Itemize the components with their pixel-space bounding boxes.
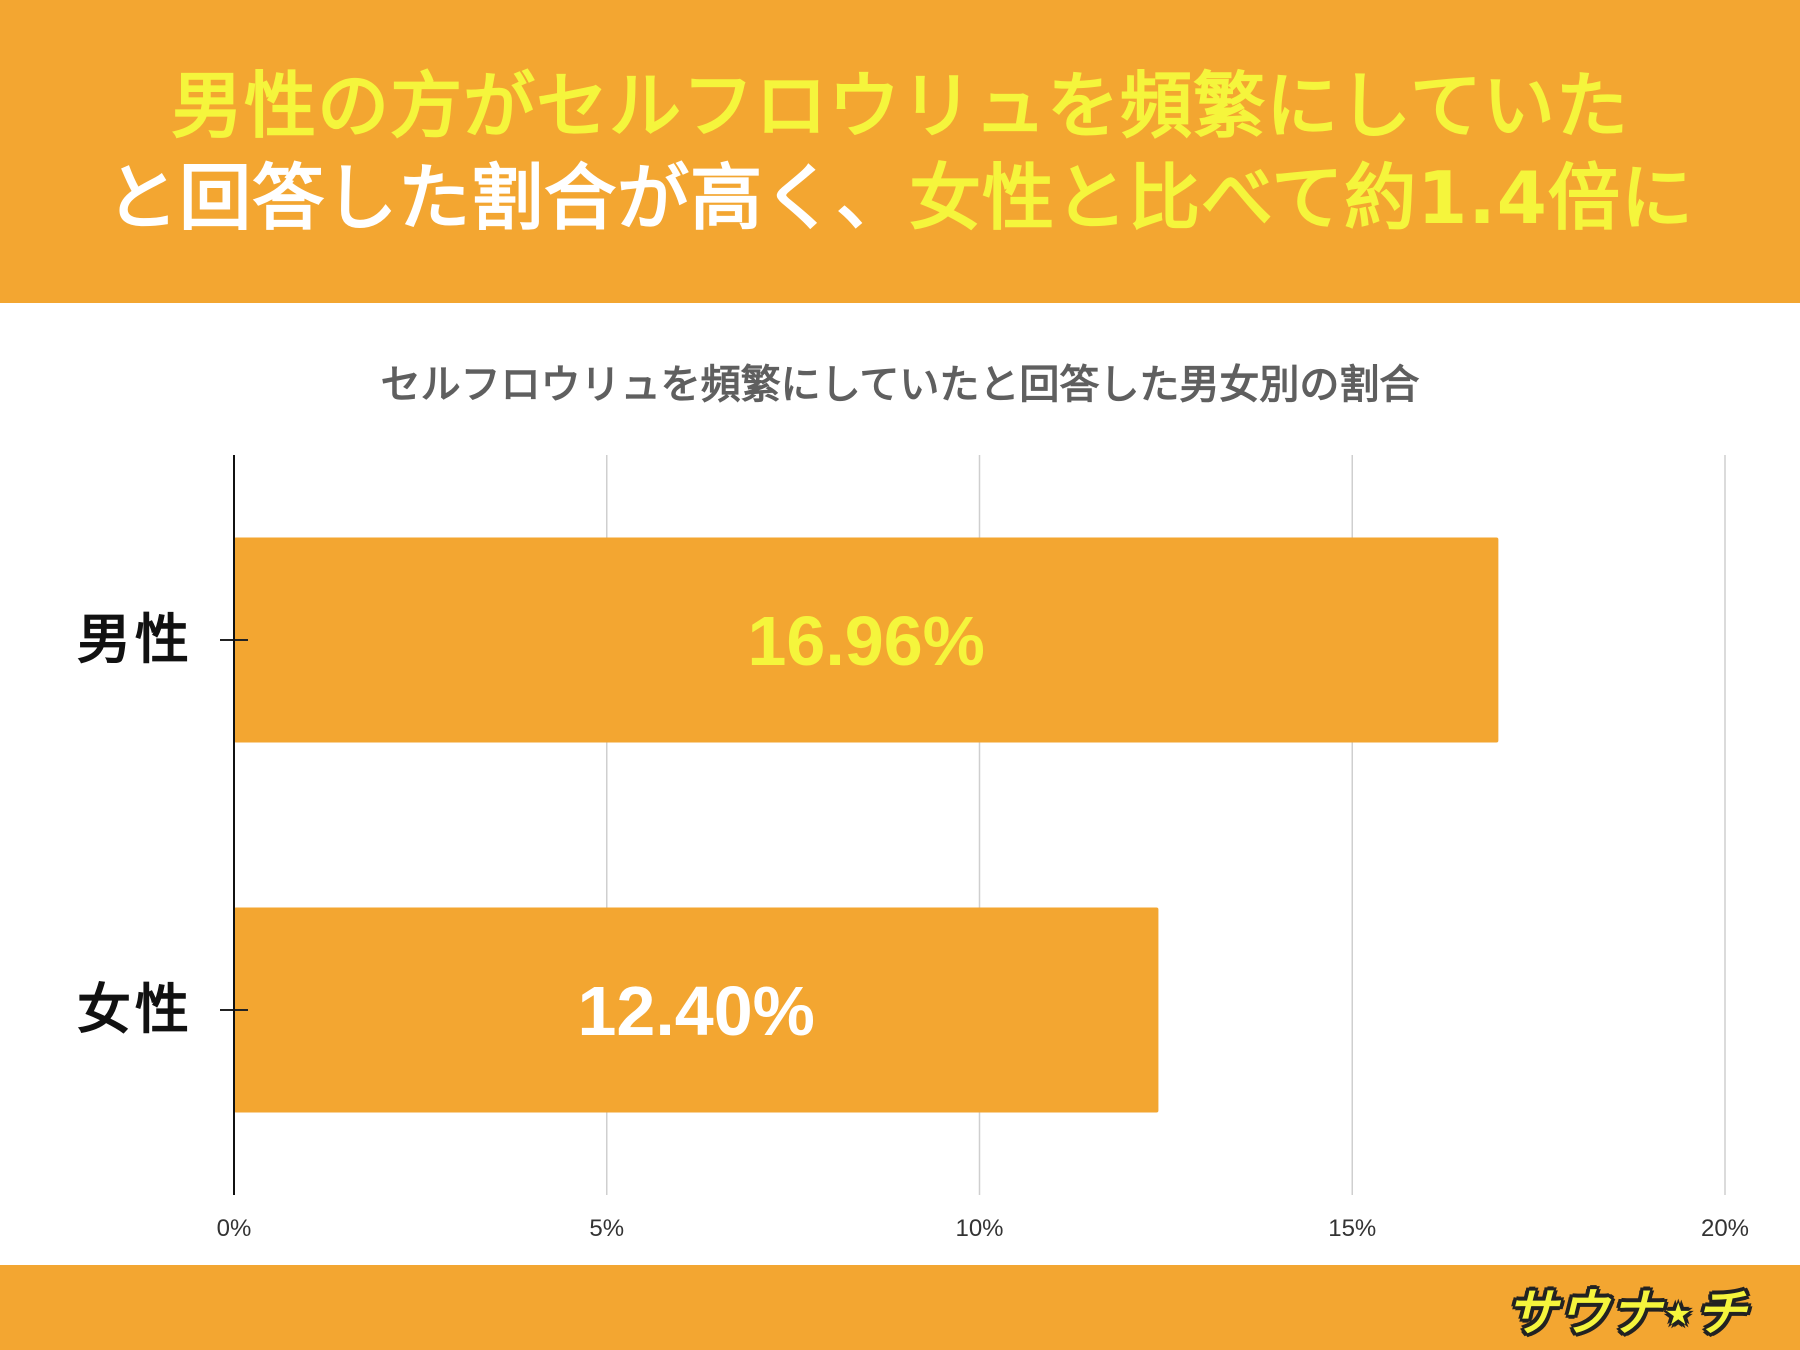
category-label: 女性 <box>77 978 193 1041</box>
header-banner: 男性の方がセルフロウリュを頻繁にしていた と回答した割合が高く、女性と比べて約1… <box>0 0 1800 303</box>
x-tick-label: 0% <box>217 1215 252 1242</box>
headline-line-2: と回答した割合が高く、女性と比べて約1.4倍に <box>106 152 1694 244</box>
brand-logo: サウナ⋆チ <box>1506 1284 1748 1342</box>
chart-title: セルフロウリュを頻繁にしていたと回答した男女別の割合 <box>380 362 1420 408</box>
bar-chart: 0% 5% 10% 15% 20% 男性 16.96% 女性 12.40% <box>77 455 1749 1242</box>
bar <box>234 907 1159 1113</box>
footer-bar: サウナ⋆チ <box>0 1265 1800 1350</box>
x-tick-label: 5% <box>589 1215 624 1242</box>
bar <box>234 537 1499 743</box>
headline-line-1: 男性の方がセルフロウリュを頻繁にしていた <box>171 63 1629 148</box>
data-label: 16.96% <box>747 602 984 680</box>
x-tick-label: 15% <box>1328 1215 1376 1242</box>
category-label: 男性 <box>77 608 193 671</box>
x-tick-label: 10% <box>955 1215 1003 1242</box>
headline-line-2-part-1: と回答した割合が高く、 <box>106 155 910 240</box>
headline-line-2-part-2: 女性と比べて約1.4倍に <box>909 155 1694 240</box>
data-label: 12.40% <box>577 972 814 1050</box>
x-tick-label: 20% <box>1701 1215 1749 1242</box>
